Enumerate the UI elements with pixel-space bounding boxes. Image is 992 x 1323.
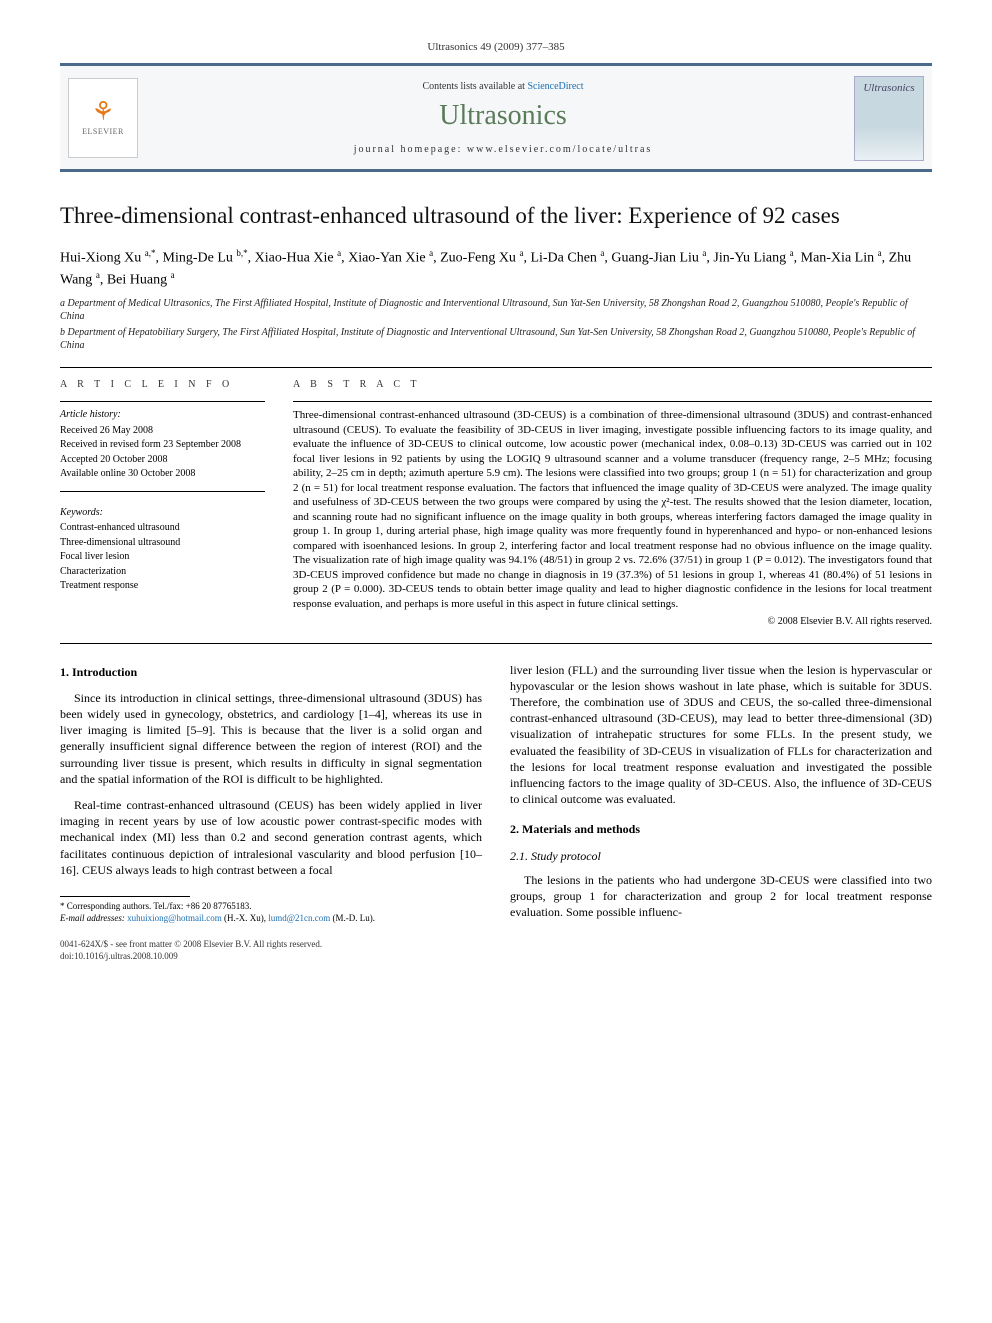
section-heading-intro: 1. Introduction [60, 664, 482, 680]
divider [60, 643, 932, 644]
history-accepted: Accepted 20 October 2008 [60, 453, 265, 467]
keyword: Characterization [60, 565, 265, 579]
doi: doi:10.1016/j.ultras.2008.10.009 [60, 950, 482, 962]
journal-cover-thumb: Ultrasonics [854, 76, 924, 161]
email-who-1: (H.-X. Xu), [224, 913, 266, 923]
email-link-1[interactable]: xuhuixiong@hotmail.com [127, 913, 222, 923]
abs-divider [293, 401, 932, 402]
front-matter: 0041-624X/$ - see front matter © 2008 El… [60, 938, 482, 950]
journal-name: Ultrasonics [152, 97, 854, 135]
article-info-label: A R T I C L E I N F O [60, 378, 265, 392]
journal-homepage[interactable]: journal homepage: www.elsevier.com/locat… [152, 143, 854, 157]
keyword: Contrast-enhanced ultrasound [60, 521, 265, 535]
left-column: 1. Introduction Since its introduction i… [60, 662, 482, 963]
history-online: Available online 30 October 2008 [60, 467, 265, 481]
methods-para-1: The lesions in the patients who had unde… [510, 872, 932, 921]
keyword: Three-dimensional ultrasound [60, 536, 265, 550]
email-line: E-mail addresses: xuhuixiong@hotmail.com… [60, 913, 482, 925]
cover-title: Ultrasonics [863, 81, 914, 96]
intro-para-3: liver lesion (FLL) and the surrounding l… [510, 662, 932, 808]
sciencedirect-link[interactable]: ScienceDirect [527, 81, 583, 92]
author-list: Hui-Xiong Xu a,*, Ming-De Lu b,*, Xiao-H… [60, 247, 932, 291]
corr-line: * Corresponding authors. Tel./fax: +86 2… [60, 901, 482, 913]
history-revised: Received in revised form 23 September 20… [60, 438, 265, 452]
affiliation-b: b Department of Hepatobiliary Surgery, T… [60, 326, 932, 353]
intro-para-2: Real-time contrast-enhanced ultrasound (… [60, 797, 482, 878]
section-heading-methods: 2. Materials and methods [510, 821, 932, 837]
article-title: Three-dimensional contrast-enhanced ultr… [60, 202, 932, 231]
elsevier-tree-icon: ⚘ [91, 99, 114, 125]
publisher-logo: ⚘ ELSEVIER [68, 78, 138, 158]
info-divider [60, 401, 265, 402]
keyword: Treatment response [60, 579, 265, 593]
keywords-label: Keywords: [60, 506, 265, 520]
article-info: A R T I C L E I N F O Article history: R… [60, 378, 265, 629]
abstract-label: A B S T R A C T [293, 378, 932, 392]
email-link-2[interactable]: lumd@21cn.com [268, 913, 330, 923]
journal-citation: Ultrasonics 49 (2009) 377–385 [60, 40, 932, 55]
info-abstract-row: A R T I C L E I N F O Article history: R… [60, 378, 932, 629]
contents-prefix: Contents lists available at [422, 81, 524, 92]
contents-line: Contents lists available at ScienceDirec… [152, 80, 854, 94]
intro-para-1: Since its introduction in clinical setti… [60, 690, 482, 787]
history-received: Received 26 May 2008 [60, 424, 265, 438]
email-label: E-mail addresses: [60, 913, 125, 923]
right-column: liver lesion (FLL) and the surrounding l… [510, 662, 932, 963]
journal-header: ⚘ ELSEVIER Contents lists available at S… [60, 63, 932, 172]
subsection-heading-protocol: 2.1. Study protocol [510, 848, 932, 864]
publisher-name: ELSEVIER [82, 127, 124, 138]
affiliation-a: a Department of Medical Ultrasonics, The… [60, 297, 932, 324]
footnote-divider [60, 896, 190, 897]
divider [60, 367, 932, 368]
header-center: Contents lists available at ScienceDirec… [152, 80, 854, 157]
body-columns: 1. Introduction Since its introduction i… [60, 662, 932, 963]
abstract-copyright: © 2008 Elsevier B.V. All rights reserved… [293, 615, 932, 629]
abstract-text: Three-dimensional contrast-enhanced ultr… [293, 408, 932, 611]
abstract-column: A B S T R A C T Three-dimensional contra… [293, 378, 932, 629]
history-label: Article history: [60, 408, 265, 422]
corresponding-footnote: * Corresponding authors. Tel./fax: +86 2… [60, 901, 482, 924]
keyword: Focal liver lesion [60, 550, 265, 564]
doi-block: 0041-624X/$ - see front matter © 2008 El… [60, 938, 482, 962]
email-who-2: (M.-D. Lu). [332, 913, 375, 923]
info-divider-2 [60, 491, 265, 492]
